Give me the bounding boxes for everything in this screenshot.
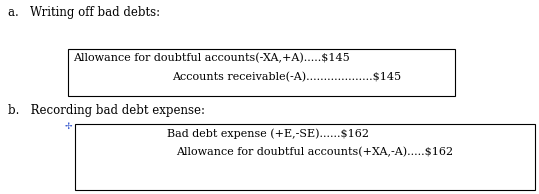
Text: Allowance for doubtful accounts(+XA,-A).....$162: Allowance for doubtful accounts(+XA,-A).…	[176, 147, 453, 157]
Text: Allowance for doubtful accounts(-XA,+A).....$145: Allowance for doubtful accounts(-XA,+A).…	[73, 53, 350, 63]
Text: Bad debt expense (+E,-SE)......$162: Bad debt expense (+E,-SE)......$162	[167, 128, 369, 139]
Text: ✢: ✢	[65, 122, 73, 131]
Bar	[75, 124, 535, 190]
Text: a.   Writing off bad debts:: a. Writing off bad debts:	[8, 6, 160, 19]
Text: b.   Recording bad debt expense:: b. Recording bad debt expense:	[8, 104, 205, 117]
Bar	[68, 49, 455, 96]
Text: Accounts receivable(-A)...................$145: Accounts receivable(-A).................…	[172, 72, 401, 82]
